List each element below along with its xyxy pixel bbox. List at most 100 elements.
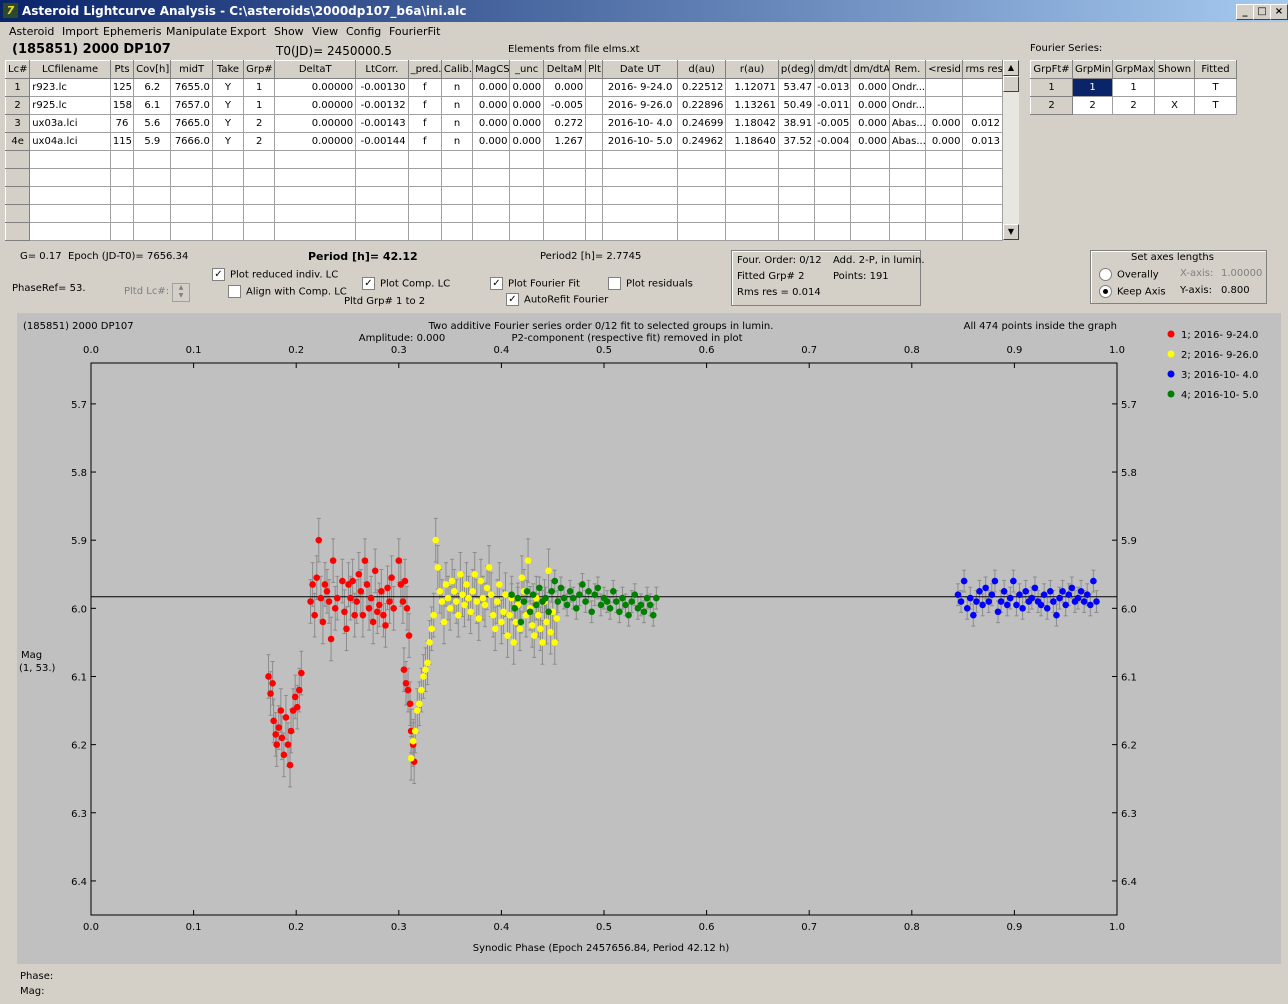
menu-config[interactable]: Config: [346, 25, 382, 38]
table-cell[interactable]: [777, 168, 816, 187]
table-cell[interactable]: [814, 222, 852, 241]
table-cell[interactable]: [407, 150, 442, 169]
checkbox-icon[interactable]: [608, 277, 621, 290]
table-cell[interactable]: [170, 168, 213, 187]
table-cell[interactable]: [814, 204, 852, 223]
table-cell[interactable]: 1: [1030, 78, 1073, 97]
spin-down-icon[interactable]: ▼: [178, 292, 184, 299]
table-cell[interactable]: 1.18640: [725, 132, 779, 151]
table-cell[interactable]: f: [407, 78, 442, 97]
table-cell[interactable]: 0.24699: [676, 114, 727, 133]
table-cell[interactable]: [355, 150, 409, 169]
table-cell[interactable]: Ondr...: [888, 78, 927, 97]
table-cell[interactable]: Abas...: [888, 114, 927, 133]
table-cell[interactable]: [170, 204, 213, 223]
row-header[interactable]: 3: [4, 114, 31, 133]
table-cell[interactable]: 0.22896: [676, 96, 727, 115]
table-cell[interactable]: -0.004: [814, 132, 852, 151]
scroll-thumb[interactable]: [1003, 76, 1019, 92]
table-cell[interactable]: 1: [1072, 78, 1113, 97]
table-cell[interactable]: [602, 222, 678, 241]
table-cell[interactable]: [109, 150, 135, 169]
spin-up-icon[interactable]: ▲: [178, 284, 184, 291]
table-scrollbar[interactable]: ▲ ▼: [1003, 60, 1019, 240]
table-cell[interactable]: [4, 222, 31, 241]
table-cell[interactable]: [925, 186, 964, 205]
table-cell[interactable]: 125: [109, 78, 135, 97]
table-cell[interactable]: 76: [109, 114, 135, 133]
column-header[interactable]: LtCorr.: [355, 60, 409, 79]
pltd-lc-spinner[interactable]: ▲ ▼: [172, 283, 190, 302]
table-cell[interactable]: 2016- 9-26.0: [602, 96, 678, 115]
table-cell[interactable]: Y: [211, 78, 245, 97]
table-cell[interactable]: Y: [211, 114, 245, 133]
table-cell[interactable]: [602, 204, 678, 223]
column-header[interactable]: midT: [170, 60, 213, 79]
column-header[interactable]: DeltaM: [542, 60, 587, 79]
column-header[interactable]: Take: [211, 60, 245, 79]
column-header[interactable]: Rem.: [888, 60, 927, 79]
table-cell[interactable]: 0.00000: [274, 132, 357, 151]
radio-selected-icon[interactable]: [1099, 285, 1112, 298]
table-cell[interactable]: ux03a.lci: [29, 114, 111, 133]
table-cell[interactable]: [440, 150, 474, 169]
table-cell[interactable]: [676, 150, 727, 169]
table-cell[interactable]: [509, 204, 544, 223]
table-cell[interactable]: [133, 222, 172, 241]
checkbox-icon[interactable]: ✓: [362, 277, 375, 290]
table-cell[interactable]: [29, 222, 111, 241]
table-cell[interactable]: [133, 150, 172, 169]
table-cell[interactable]: 0.000: [472, 132, 511, 151]
column-header[interactable]: rms res: [962, 60, 1003, 79]
table-cell[interactable]: [725, 150, 779, 169]
column-header[interactable]: _pred.: [407, 60, 442, 79]
column-header[interactable]: Shown: [1154, 60, 1195, 79]
column-header[interactable]: Plt: [585, 60, 604, 79]
table-cell[interactable]: [29, 204, 111, 223]
table-cell[interactable]: [850, 204, 890, 223]
table-cell[interactable]: 0.000: [925, 132, 964, 151]
restore-button[interactable]: □: [1253, 4, 1271, 20]
table-cell[interactable]: [509, 186, 544, 205]
table-cell[interactable]: -0.011: [814, 96, 852, 115]
table-cell[interactable]: -0.005: [814, 114, 852, 133]
table-cell[interactable]: [542, 186, 587, 205]
table-cell[interactable]: 0.000: [509, 96, 544, 115]
table-cell[interactable]: [925, 204, 964, 223]
table-cell[interactable]: 53.47: [777, 78, 816, 97]
table-cell[interactable]: [925, 222, 964, 241]
table-cell[interactable]: [850, 186, 890, 205]
table-cell[interactable]: 1.12071: [725, 78, 779, 97]
table-cell[interactable]: [542, 204, 587, 223]
table-cell[interactable]: [133, 186, 172, 205]
table-cell[interactable]: [888, 168, 927, 187]
column-header[interactable]: GrpFt#: [1030, 60, 1073, 79]
table-cell[interactable]: [274, 186, 357, 205]
column-header[interactable]: p(deg): [777, 60, 816, 79]
table-cell[interactable]: [29, 186, 111, 205]
checkbox-icon[interactable]: ✓: [212, 268, 225, 281]
column-header[interactable]: d(au): [676, 60, 727, 79]
checkbox-icon[interactable]: ✓: [506, 293, 519, 306]
menu-view[interactable]: View: [312, 25, 339, 38]
table-cell[interactable]: [509, 150, 544, 169]
table-cell[interactable]: [243, 204, 276, 223]
table-cell[interactable]: [585, 132, 604, 151]
table-cell[interactable]: 5.6: [133, 114, 172, 133]
table-cell[interactable]: [133, 168, 172, 187]
table-cell[interactable]: [676, 186, 727, 205]
column-header[interactable]: Lc#: [4, 60, 31, 79]
column-header[interactable]: _unc: [509, 60, 544, 79]
table-cell[interactable]: 0.000: [542, 78, 587, 97]
table-cell[interactable]: Y: [211, 132, 245, 151]
table-cell[interactable]: [407, 204, 442, 223]
table-cell[interactable]: 0.000: [509, 78, 544, 97]
table-cell[interactable]: [211, 150, 245, 169]
table-cell[interactable]: [676, 168, 727, 187]
row-header[interactable]: 2: [4, 96, 31, 115]
table-cell[interactable]: [1154, 78, 1195, 97]
table-cell[interactable]: [850, 150, 890, 169]
menu-export[interactable]: Export: [230, 25, 267, 38]
table-cell[interactable]: [962, 204, 1003, 223]
